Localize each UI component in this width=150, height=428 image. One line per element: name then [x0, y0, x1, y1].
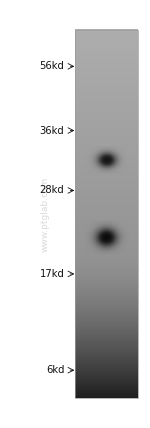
Text: 36kd: 36kd [40, 125, 64, 136]
Text: 6kd: 6kd [46, 365, 64, 375]
Text: 28kd: 28kd [40, 185, 64, 196]
Text: 56kd: 56kd [40, 61, 64, 71]
Text: 17kd: 17kd [40, 269, 64, 279]
Bar [75, 30, 138, 398]
Text: www.ptglab.com: www.ptglab.com [40, 176, 50, 252]
